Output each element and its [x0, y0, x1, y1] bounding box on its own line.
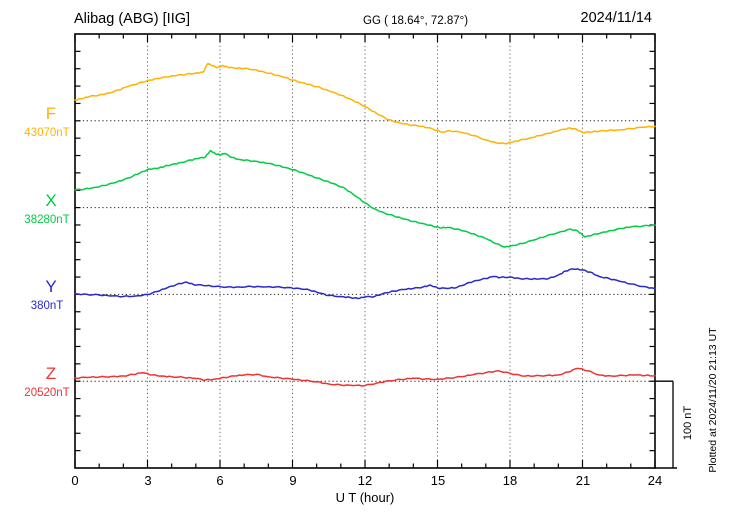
x-tick-label-12: 12 [357, 473, 373, 488]
trace-X [74, 149, 656, 248]
trace-Y [74, 268, 656, 300]
x-tick-label-3: 3 [144, 473, 152, 488]
x-tick-label-21: 21 [575, 473, 591, 488]
plotted-timestamp-note: Plotted at 2024/11/20 21:13 UT [707, 327, 719, 473]
component-letter-X: X [45, 191, 57, 210]
plot-date: 2024/11/14 [580, 10, 653, 26]
x-axis-label: U T (hour) [335, 490, 395, 505]
component-baseline-F: 43070nT [24, 127, 70, 139]
trace-F [74, 62, 656, 145]
component-baseline-Y: 380nT [30, 300, 64, 312]
geographic-coordinates: GG ( 18.64°, 72.87°) [363, 15, 469, 27]
x-tick-label-0: 0 [71, 473, 79, 488]
component-letter-F: F [45, 104, 57, 123]
x-tick-label-15: 15 [430, 473, 446, 488]
component-letter-Z: Z [45, 364, 57, 383]
component-baseline-Z: 20520nT [24, 387, 70, 399]
station-title: Alibag (ABG) [IIG] [74, 11, 191, 27]
scale-bar-label: 100 nT [682, 405, 694, 441]
x-tick-label-9: 9 [289, 473, 297, 488]
x-tick-label-24: 24 [647, 473, 663, 488]
trace-Z [74, 367, 656, 387]
x-tick-label-18: 18 [502, 473, 518, 488]
component-baseline-X: 38280nT [24, 214, 70, 226]
component-letter-Y: Y [45, 277, 57, 296]
x-tick-label-6: 6 [216, 473, 224, 488]
